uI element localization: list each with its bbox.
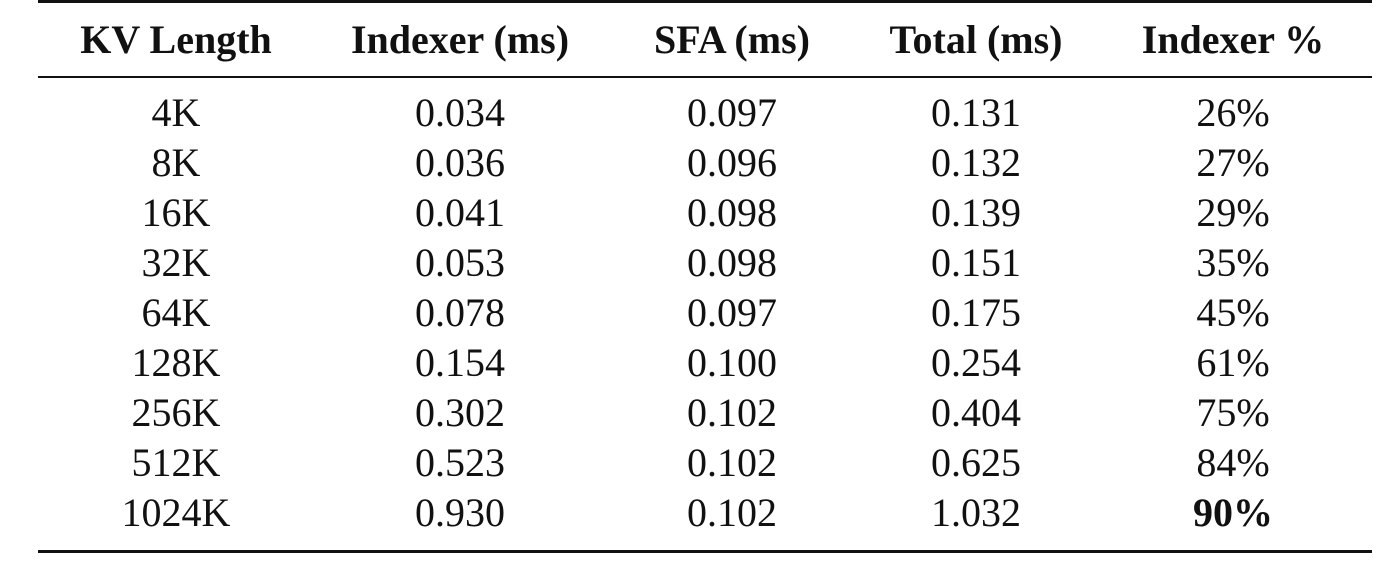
cell-indexer-ms: 0.154 [415, 340, 505, 385]
cell-total-ms: 0.151 [931, 240, 1021, 285]
cell-total-ms: 0.139 [931, 190, 1021, 235]
latency-breakdown-table: KV Length Indexer (ms) SFA (ms) Total (m… [38, 0, 1372, 553]
cell-indexer-ms: 0.041 [415, 190, 505, 235]
cell-kv-length: 8K [151, 140, 201, 185]
cell-sfa-ms: 0.102 [687, 390, 777, 435]
cell-sfa-ms: 0.102 [687, 440, 777, 485]
cell-sfa-ms: 0.098 [687, 240, 777, 285]
cell-indexer-ms: 0.078 [415, 290, 505, 335]
cell-kv-length: 64K [141, 290, 211, 335]
table-row: 32K 0.053 0.098 0.151 35% [38, 238, 1372, 288]
table-row: 16K 0.041 0.098 0.139 29% [38, 188, 1372, 238]
cell-indexer-percent: 26% [1196, 90, 1270, 135]
cell-total-ms: 1.032 [931, 490, 1021, 535]
cell-total-ms: 0.131 [931, 90, 1021, 135]
cell-indexer-percent: 84% [1196, 440, 1270, 485]
cell-indexer-ms: 0.053 [415, 240, 505, 285]
header-indexer-percent: Indexer % [1141, 17, 1325, 62]
header-total-ms: Total (ms) [889, 17, 1063, 62]
cell-sfa-ms: 0.102 [687, 490, 777, 535]
cell-indexer-ms: 0.302 [415, 390, 505, 435]
cell-kv-length: 512K [131, 440, 221, 485]
cell-sfa-ms: 0.098 [687, 190, 777, 235]
cell-total-ms: 0.175 [931, 290, 1021, 335]
results-table-container: KV Length Indexer (ms) SFA (ms) Total (m… [38, 0, 1372, 553]
cell-indexer-ms: 0.034 [415, 90, 505, 135]
cell-total-ms: 0.404 [931, 390, 1021, 435]
cell-indexer-percent: 35% [1196, 240, 1270, 285]
cell-total-ms: 0.625 [931, 440, 1021, 485]
header-sfa-ms: SFA (ms) [654, 17, 810, 62]
cell-total-ms: 0.132 [931, 140, 1021, 185]
cell-indexer-ms: 0.036 [415, 140, 505, 185]
cell-kv-length: 32K [141, 240, 211, 285]
table-row: 8K 0.036 0.096 0.132 27% [38, 138, 1372, 188]
table-row: 4K 0.034 0.097 0.131 26% [38, 77, 1372, 138]
cell-sfa-ms: 0.097 [687, 290, 777, 335]
cell-indexer-percent: 61% [1196, 340, 1270, 385]
cell-indexer-percent: 75% [1196, 390, 1270, 435]
header-indexer-ms: Indexer (ms) [350, 17, 570, 62]
cell-total-ms: 0.254 [931, 340, 1021, 385]
cell-kv-length: 1024K [121, 490, 231, 535]
table-row: 1024K 0.930 0.102 1.032 90% [38, 488, 1372, 552]
cell-indexer-percent-highlight: 90% [1193, 490, 1273, 535]
cell-indexer-ms: 0.523 [415, 440, 505, 485]
header-kv-length: KV Length [80, 17, 272, 62]
cell-sfa-ms: 0.096 [687, 140, 777, 185]
cell-kv-length: 16K [141, 190, 211, 235]
cell-sfa-ms: 0.097 [687, 90, 777, 135]
cell-indexer-percent: 29% [1196, 190, 1270, 235]
cell-indexer-percent: 27% [1196, 140, 1270, 185]
cell-sfa-ms: 0.100 [687, 340, 777, 385]
cell-kv-length: 128K [131, 340, 221, 385]
cell-indexer-percent: 45% [1196, 290, 1270, 335]
table-row: 512K 0.523 0.102 0.625 84% [38, 438, 1372, 488]
table-row: 256K 0.302 0.102 0.404 75% [38, 388, 1372, 438]
cell-indexer-ms: 0.930 [415, 490, 505, 535]
table-row: 64K 0.078 0.097 0.175 45% [38, 288, 1372, 338]
table-header-row: KV Length Indexer (ms) SFA (ms) Total (m… [38, 1, 1372, 77]
table-row: 128K 0.154 0.100 0.254 61% [38, 338, 1372, 388]
cell-kv-length: 4K [151, 90, 201, 135]
cell-kv-length: 256K [131, 390, 221, 435]
